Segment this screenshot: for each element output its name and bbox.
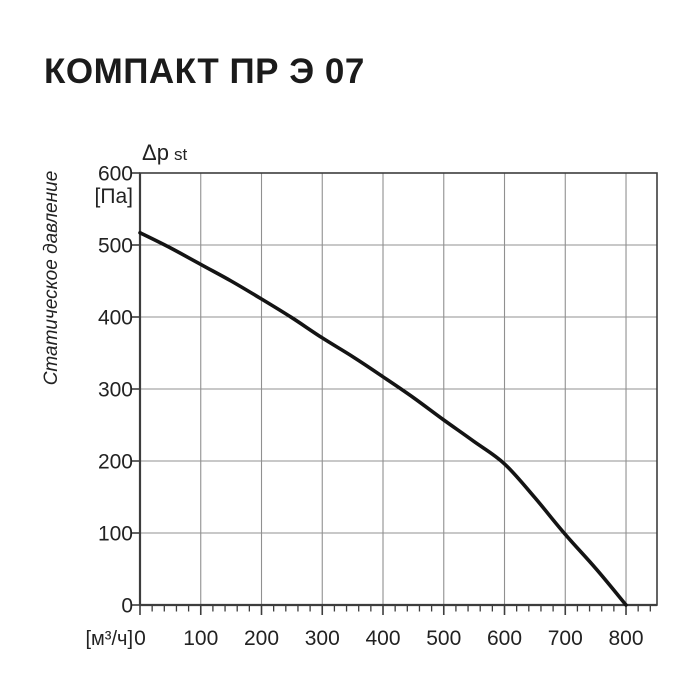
y-tick-label: 500 (98, 235, 133, 258)
x-axis-major-ticks (139, 605, 627, 615)
y-tick-label: 0 (121, 595, 133, 618)
y-tick-label: 200 (98, 451, 133, 474)
y-tick-labels: 0 100 200 300 400 500 600 (98, 163, 133, 618)
x-tick-label: 700 (548, 627, 583, 650)
x-tick-label: 100 (183, 627, 218, 650)
y-axis-unit: [Па] (95, 185, 133, 208)
x-tick-label: 500 (426, 627, 461, 650)
y-axis-major-ticks (131, 172, 140, 606)
fan-curve (138, 231, 628, 607)
y-axis-title: Статическое давление (41, 171, 62, 386)
pressure-symbol-main: Δp (142, 140, 169, 165)
y-tick-label: 300 (98, 379, 133, 402)
x-tick-label: 400 (365, 627, 400, 650)
x-tick-labels: 0 100 200 300 400 500 600 700 800 (134, 627, 643, 650)
x-tick-label: 600 (487, 627, 522, 650)
y-tick-label: 100 (98, 523, 133, 546)
pressure-symbol-sub: st (174, 145, 188, 164)
y-tick-label: 600 (98, 163, 133, 186)
x-tick-label: 300 (305, 627, 340, 650)
x-axis-unit: [м³/ч] (86, 628, 134, 650)
y-tick-label: 400 (98, 307, 133, 330)
x-tick-label: 0 (134, 627, 146, 650)
page-title: КОМПАКТ ПР Э 07 (44, 52, 365, 91)
x-tick-label: 200 (244, 627, 279, 650)
x-tick-label: 800 (608, 627, 643, 650)
pressure-axis-symbol: Δp st (142, 140, 187, 165)
